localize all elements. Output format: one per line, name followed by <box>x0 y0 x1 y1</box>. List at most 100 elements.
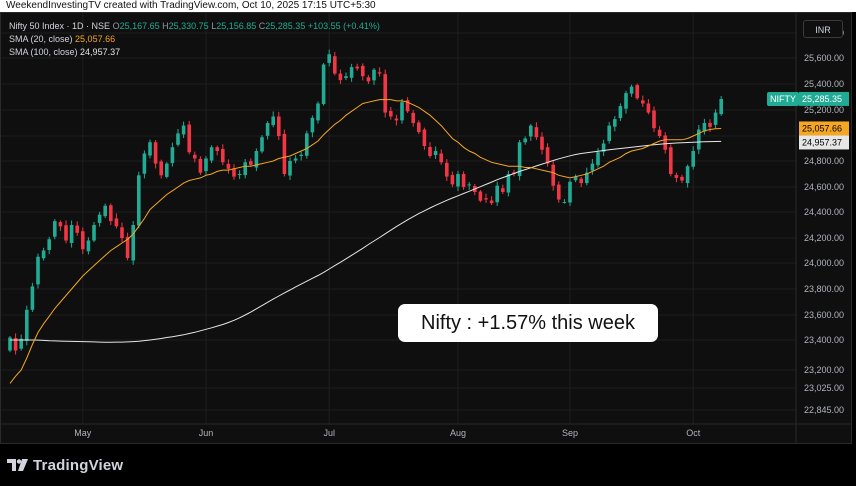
candle-body <box>109 205 113 222</box>
candle-body <box>181 125 186 135</box>
candle-body <box>198 159 203 173</box>
candle-body <box>411 112 415 123</box>
time-tick-label: Jul <box>323 428 335 438</box>
candles <box>8 49 723 355</box>
sma20-line <box>9 99 722 384</box>
candle-body <box>478 191 483 201</box>
candle-body <box>551 164 555 186</box>
price-tick-label: 23,200.00 <box>804 365 844 375</box>
price-tick-label: 23,600.00 <box>804 310 844 320</box>
candle-body <box>573 176 578 181</box>
candle-body <box>215 147 219 151</box>
candle-body <box>237 174 242 175</box>
candle-body <box>629 86 634 94</box>
candle-body <box>333 56 337 74</box>
candle-body <box>221 149 225 163</box>
candle-body <box>204 158 208 172</box>
price-badge <box>799 135 849 150</box>
candle-body <box>69 225 74 243</box>
candle-body <box>243 162 247 176</box>
candle-body <box>467 184 471 186</box>
grid <box>1 13 796 424</box>
price-axis[interactable]: 22,845.00 23,025.00 23,200.00 23,400.00 23,6… <box>804 28 844 415</box>
candle-body <box>456 174 460 187</box>
tradingview-logo[interactable]: TradingView <box>7 456 123 474</box>
legend-h-value: 25,330.75 <box>168 21 209 31</box>
candle-body <box>652 110 656 129</box>
candle-body <box>137 175 141 226</box>
candle-body <box>389 111 393 117</box>
candle-body <box>209 147 214 161</box>
candle-body <box>338 73 343 81</box>
candle-body <box>517 142 522 177</box>
legend-ohlc: Nifty 50 Index · 1D · NSE O25,167.65 H25… <box>9 21 380 32</box>
candle-body <box>187 124 191 153</box>
candle-body <box>86 240 91 252</box>
candle-body <box>249 161 253 165</box>
candle-body <box>445 162 449 177</box>
candle-body <box>461 174 466 187</box>
price-tick-label: 24,800.00 <box>804 156 844 166</box>
legend-c-value: 25,285.35 <box>265 21 306 31</box>
candle-body <box>562 202 567 203</box>
candle-body <box>114 218 119 227</box>
candle-body <box>282 133 287 174</box>
legend-sma20-value: 25,057.66 <box>75 34 116 44</box>
sma100-line <box>10 140 722 343</box>
candle-body <box>25 309 29 341</box>
candle-body <box>579 178 583 184</box>
candle-body <box>142 153 147 174</box>
symbol-badge <box>767 91 799 106</box>
price-tick-label: 25,400.00 <box>804 79 844 89</box>
candle-body <box>131 225 135 261</box>
time-axis[interactable]: May Jun Jul Aug Sep Oct <box>74 428 700 438</box>
price-badges: NIFTY 25,285.35 25,057.66 24,957.37 <box>767 91 849 150</box>
candle-body <box>226 163 231 169</box>
currency-button[interactable]: INR <box>803 20 843 38</box>
candle-body <box>344 76 348 79</box>
candle-body <box>545 147 550 164</box>
candle-body <box>506 174 511 193</box>
candle-body <box>417 122 421 133</box>
time-tick-label: Jun <box>199 428 214 438</box>
candle-body <box>377 72 382 74</box>
legend-sma100-label: SMA (100, close) <box>9 47 78 57</box>
candle-body <box>607 125 611 141</box>
candle-body <box>713 112 718 125</box>
candle-body <box>484 198 488 200</box>
price-tick-label: 23,400.00 <box>804 335 844 345</box>
candle-body <box>439 153 443 163</box>
candle-body <box>624 93 628 109</box>
candle-body <box>719 98 723 115</box>
price-tick-label: 22,845.00 <box>804 405 844 415</box>
candle-body <box>601 143 606 152</box>
legend-sma100[interactable]: SMA (100, close) 24,957.37 <box>9 47 120 58</box>
candle-body <box>125 236 130 258</box>
price-badge <box>799 121 849 136</box>
price-tick-label: 25,200.00 <box>804 105 844 115</box>
symbol-badge-label: NIFTY <box>770 94 796 104</box>
candle-body <box>585 172 589 184</box>
candle-body <box>148 142 152 156</box>
candle-body <box>372 69 376 81</box>
legend-sma20[interactable]: SMA (20, close) 25,057.66 <box>9 34 115 45</box>
chart-panel[interactable]: 22,845.00 23,025.00 23,200.00 23,400.00 23,6… <box>0 12 852 444</box>
candle-body <box>540 136 544 150</box>
candle-body <box>685 166 690 184</box>
price-tick-label: 23,025.00 <box>804 383 844 393</box>
candle-body <box>669 147 673 174</box>
time-tick-label: May <box>74 428 92 438</box>
candle-body <box>400 102 404 121</box>
legend-l-value: 25,156.85 <box>216 21 257 31</box>
legend-sma100-value: 24,957.37 <box>80 47 121 57</box>
candle-body <box>529 125 533 137</box>
price-chart[interactable]: 22,845.00 23,025.00 23,200.00 23,400.00 23,6… <box>1 13 851 443</box>
candle-body <box>36 256 40 285</box>
candle-body <box>394 118 399 121</box>
candle-body <box>193 154 197 159</box>
attribution-bar: WeekendInvestingTV created with TradingV… <box>0 0 856 12</box>
candle-body <box>428 147 432 156</box>
candle-body <box>13 338 18 351</box>
candle-body <box>433 151 438 155</box>
candle-body <box>635 85 639 99</box>
